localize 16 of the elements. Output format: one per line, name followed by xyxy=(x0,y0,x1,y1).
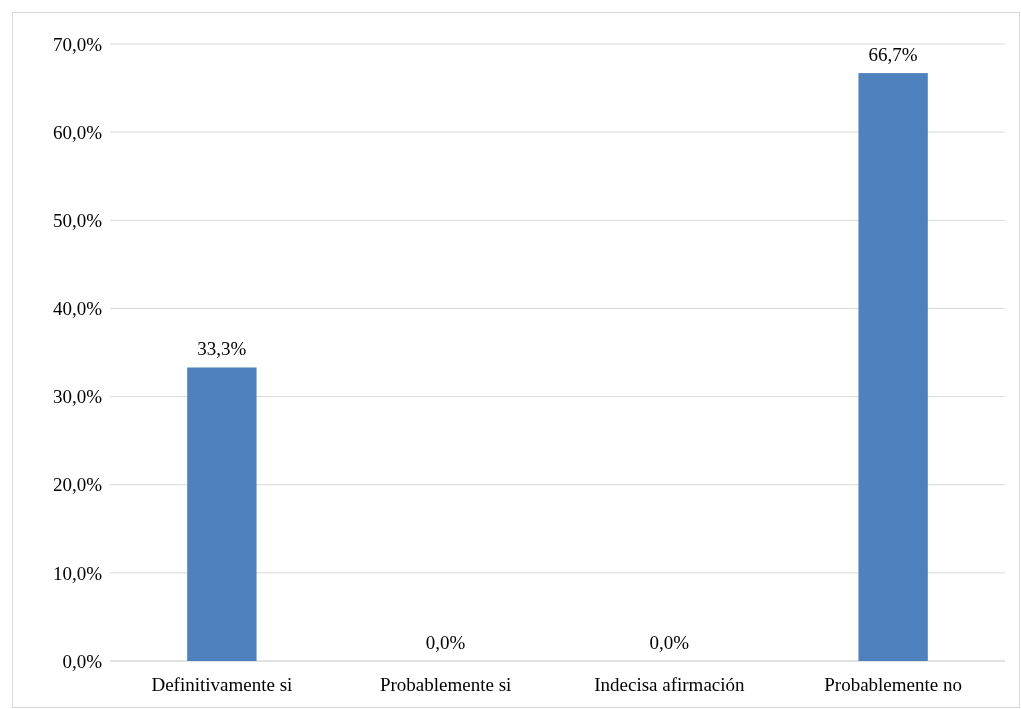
y-tick-label: 60,0% xyxy=(52,121,103,143)
data-label: 0,0% xyxy=(425,632,466,653)
y-tick-label: 20,0% xyxy=(52,474,103,496)
x-tick-label: Definitivamente si xyxy=(151,674,293,695)
y-tick-label: 50,0% xyxy=(52,209,103,231)
data-label: 0,0% xyxy=(649,632,690,653)
data-label: 66,7% xyxy=(868,44,918,66)
x-tick-label: Indecisa afirmación xyxy=(594,674,746,695)
x-tick-label: Probablemente no xyxy=(824,674,962,695)
y-tick-label: 0,0% xyxy=(62,650,103,672)
x-tick-label: Probablemente si xyxy=(379,674,512,695)
y-tick-label: 70,0% xyxy=(52,33,103,55)
y-tick-label: 30,0% xyxy=(52,386,103,408)
y-tick-label: 40,0% xyxy=(52,298,103,320)
y-tick-label: 10,0% xyxy=(52,562,103,584)
data-label: 33,3% xyxy=(197,338,247,360)
